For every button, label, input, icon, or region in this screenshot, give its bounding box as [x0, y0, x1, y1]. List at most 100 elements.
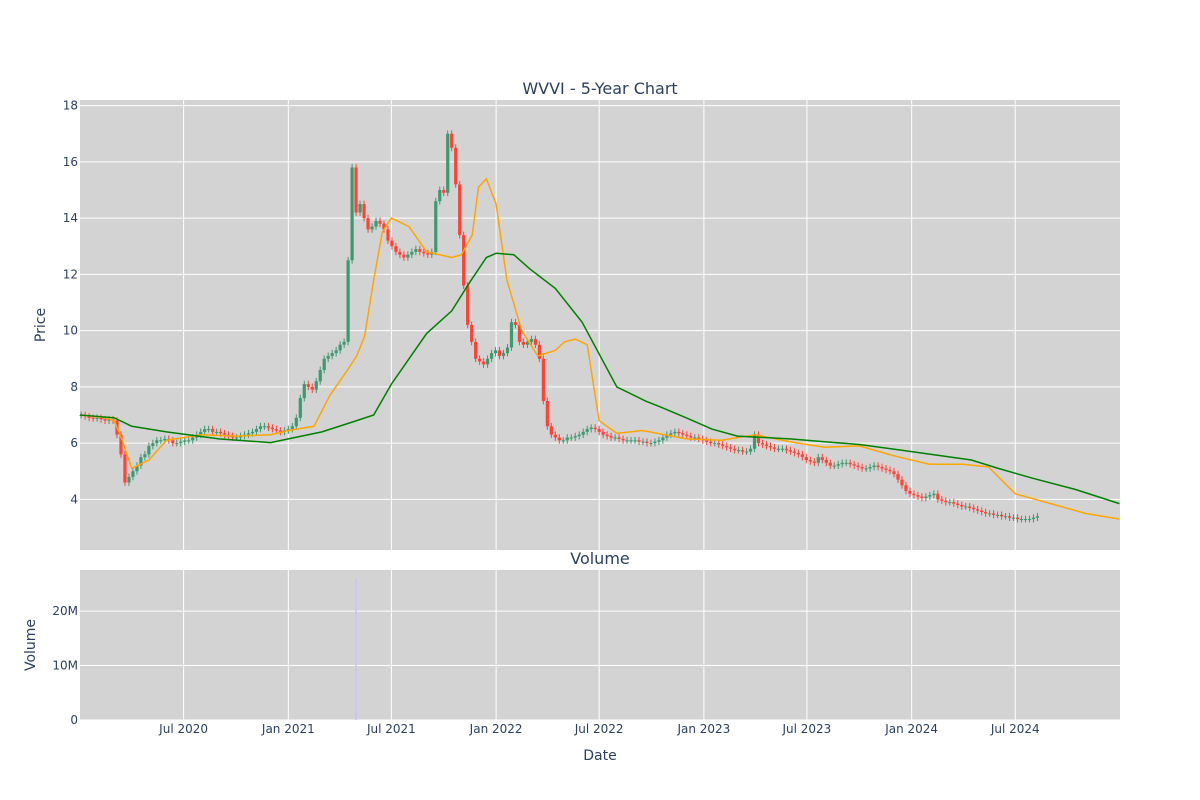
volume-y-tick-label: 10M: [52, 659, 78, 673]
candle-body: [509, 322, 514, 348]
candle-body: [1027, 519, 1032, 521]
candle-body: [442, 190, 446, 193]
candle-body: [338, 344, 342, 351]
x-tick-label: Jul 2021: [366, 722, 416, 736]
chart-title: WVVI - 5-Year Chart: [522, 79, 677, 98]
candle-body: [135, 465, 139, 472]
candle-body: [756, 434, 761, 444]
candle-body: [709, 441, 713, 444]
candle-body: [501, 353, 506, 356]
candle-body: [99, 417, 103, 420]
candle-body: [840, 462, 844, 465]
candle-body: [740, 450, 745, 452]
candle-body: [764, 444, 769, 446]
candle-body: [992, 513, 996, 515]
candle-body: [569, 437, 573, 439]
candle-body: [912, 493, 916, 496]
volume-axis-label: Volume: [23, 619, 39, 671]
candle-body: [864, 468, 868, 470]
candle-body: [713, 443, 717, 445]
price-y-tick-label: 16: [63, 155, 78, 169]
candle-body: [689, 436, 693, 438]
candle-body: [402, 254, 406, 258]
candle-body: [207, 429, 211, 431]
candle-body: [525, 341, 530, 345]
candle-body: [717, 443, 721, 445]
candle-body: [354, 167, 358, 213]
candle-body: [485, 358, 490, 365]
candle-body: [904, 485, 908, 491]
candle-body: [342, 341, 346, 345]
candle-body: [537, 344, 541, 359]
candle-body: [888, 469, 892, 472]
candle-body: [350, 167, 354, 261]
candle-body: [155, 440, 159, 444]
candle-body: [489, 353, 494, 359]
volume-y-tick-label: 0: [70, 713, 78, 727]
candle-body: [976, 509, 980, 511]
candle-body: [557, 437, 561, 441]
candle-body: [107, 419, 111, 421]
candle-body: [768, 445, 773, 448]
candle-body: [374, 220, 378, 227]
candle-body: [884, 468, 888, 470]
candle-body: [593, 427, 597, 430]
candle-body: [103, 419, 107, 421]
candlestick-series: [79, 130, 1040, 523]
candle-body: [139, 457, 143, 466]
candle-body: [800, 454, 804, 458]
candle-body: [211, 429, 215, 432]
candle-body: [191, 437, 195, 441]
candle-body: [462, 235, 466, 286]
candle-body: [597, 429, 601, 432]
candle-body: [872, 465, 876, 468]
candle-body: [290, 426, 294, 430]
candle-body: [808, 460, 812, 462]
candle-body: [876, 465, 880, 468]
candle-body: [418, 249, 422, 252]
price-y-tick-label: 10: [63, 324, 78, 338]
candle-body: [561, 440, 565, 442]
candle-body: [493, 350, 498, 354]
moving-average-line-green: [79, 252, 1120, 505]
candle-body: [438, 190, 442, 202]
candle-body: [426, 253, 430, 255]
candle-body: [617, 437, 621, 439]
candle-body: [545, 400, 549, 427]
candle-body: [964, 506, 968, 508]
price-y-tick-label: 8: [70, 380, 78, 394]
candle-body: [422, 251, 426, 254]
candle-body: [968, 506, 972, 508]
x-tick-label: Jul 2023: [781, 722, 831, 736]
candle-body: [91, 417, 95, 419]
candle-body: [270, 427, 275, 430]
candle-body: [657, 440, 661, 442]
candle-body: [729, 447, 733, 449]
price-y-tick-label: 6: [70, 436, 78, 450]
candle-body: [123, 454, 127, 483]
candle-body: [637, 440, 641, 442]
candle-body: [262, 426, 267, 428]
candle-body: [294, 417, 298, 427]
candle-body: [414, 249, 418, 252]
candle-body: [852, 464, 856, 466]
candle-body: [944, 500, 948, 503]
candle-body: [677, 431, 681, 434]
candle-body: [127, 476, 131, 483]
candle-body: [171, 440, 175, 444]
candle-body: [179, 441, 183, 444]
candle-body: [896, 474, 900, 480]
candle-body: [999, 514, 1004, 517]
candle-body: [649, 443, 653, 445]
candle-body: [390, 240, 394, 247]
candle-body: [960, 505, 964, 507]
candle-body: [334, 350, 338, 354]
candle-body: [238, 436, 243, 438]
candle-body: [330, 353, 334, 356]
candle-body: [278, 430, 282, 432]
candle-body: [836, 464, 840, 466]
candle-body: [159, 440, 163, 442]
candle-body: [565, 437, 569, 441]
candle-body: [119, 434, 123, 455]
